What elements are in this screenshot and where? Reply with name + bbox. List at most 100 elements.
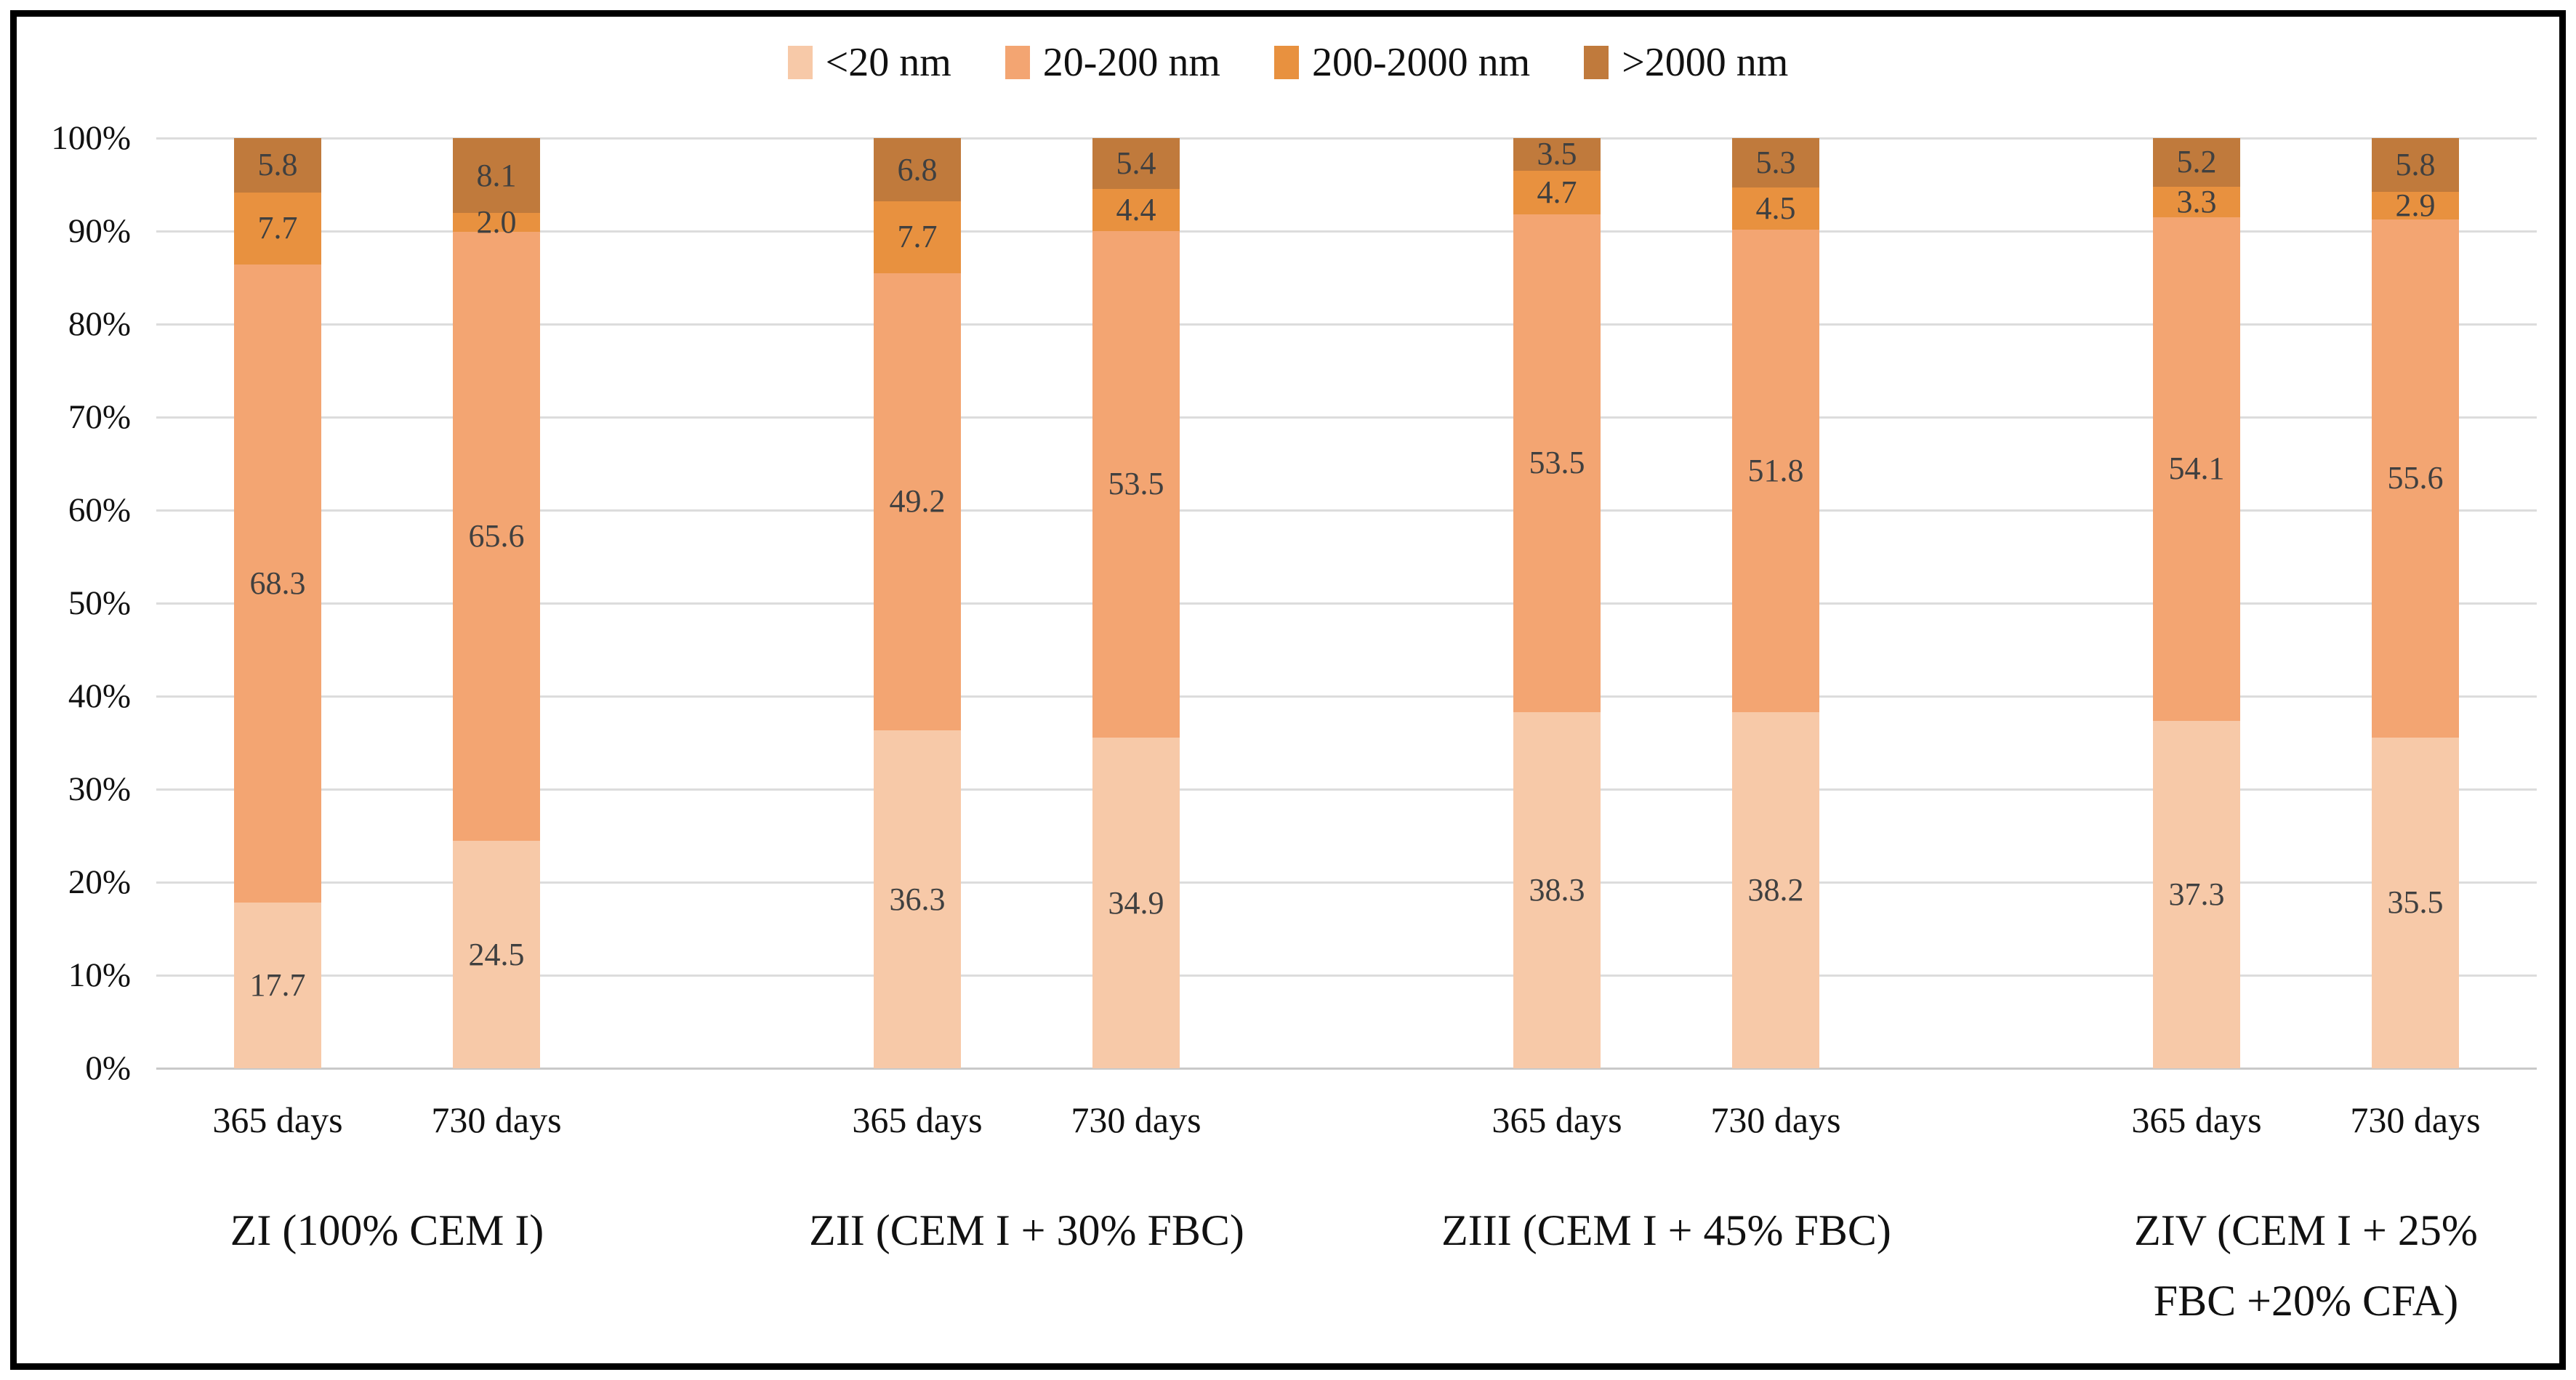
bar-segment xyxy=(1513,711,1601,1068)
bar xyxy=(874,138,961,1068)
group-label-line: ZII (CEM I + 30% FBC) xyxy=(809,1206,1244,1254)
bar-segment xyxy=(2372,192,2459,219)
bar xyxy=(234,138,321,1068)
segment-value-label: 2.0 xyxy=(476,204,517,241)
x-axis-day-label: 365 days xyxy=(1492,1099,1622,1140)
legend-swatch-icon xyxy=(1584,46,1609,79)
segment-value-label: 37.3 xyxy=(2168,876,2225,913)
gridline xyxy=(156,695,2537,698)
segment-value-label: 2.9 xyxy=(2395,187,2436,223)
group-label-line: ZIII (CEM I + 45% FBC) xyxy=(1441,1206,1891,1254)
segment-value-label: 51.8 xyxy=(1747,452,1804,488)
segment-value-label: 53.5 xyxy=(1529,445,1585,481)
bar xyxy=(1732,138,1819,1068)
bar-segment xyxy=(2372,138,2459,193)
segment-value-label: 3.3 xyxy=(2176,183,2217,219)
bar xyxy=(2372,138,2459,1068)
x-axis-day-label: 730 days xyxy=(431,1099,562,1140)
segment-value-label: 4.7 xyxy=(1537,174,1577,210)
bar-segment xyxy=(874,201,961,273)
group-label-line: FBC +20% CFA) xyxy=(2153,1277,2459,1325)
bar xyxy=(1513,138,1601,1068)
gridline xyxy=(156,323,2537,326)
segment-value-label: 68.3 xyxy=(249,565,306,601)
y-tick-label: 0% xyxy=(85,1049,131,1087)
segment-value-label: 5.4 xyxy=(1116,145,1156,182)
bar-segment xyxy=(2372,737,2459,1068)
x-axis-day-label: 365 days xyxy=(212,1099,343,1140)
gridline xyxy=(156,509,2537,512)
gridline xyxy=(156,416,2537,419)
bar-segment xyxy=(453,138,540,214)
segment-value-label: 7.7 xyxy=(257,210,298,246)
bar-segment xyxy=(1732,229,1819,713)
bar-segment xyxy=(2153,217,2240,722)
segment-value-label: 36.3 xyxy=(889,881,946,917)
x-axis-day-label: 365 days xyxy=(2131,1099,2262,1140)
bar-segment xyxy=(453,232,540,842)
gridline xyxy=(156,602,2537,605)
segment-value-label: 55.6 xyxy=(2387,460,2444,496)
bar-segment xyxy=(1732,712,1819,1068)
segment-value-label: 8.1 xyxy=(476,157,517,193)
x-axis-group-label: ZIII (CEM I + 45% FBC) xyxy=(1383,1195,1950,1266)
gridline xyxy=(156,881,2537,884)
segment-value-label: 35.5 xyxy=(2387,884,2444,921)
segment-value-label: 5.2 xyxy=(2176,144,2217,180)
legend-swatch-icon xyxy=(1274,46,1299,79)
x-axis-group-label: ZIV (CEM I + 25% FBC +20% CFA) xyxy=(2023,1195,2576,1336)
bar-segment xyxy=(234,903,321,1068)
segment-value-label: 38.3 xyxy=(1529,871,1585,908)
segment-value-label: 38.2 xyxy=(1747,872,1804,908)
x-axis-day-label: 730 days xyxy=(2350,1099,2481,1140)
y-tick-label: 100% xyxy=(51,119,131,157)
bar-segment xyxy=(1092,738,1180,1068)
x-axis-day-label: 730 days xyxy=(1071,1099,1202,1140)
legend-label: 200-2000 nm xyxy=(1312,40,1531,85)
group-label-line: ZI (100% CEM I) xyxy=(230,1206,544,1254)
legend-item: 200-2000 nm xyxy=(1274,39,1530,86)
bar-segment xyxy=(1513,138,1601,171)
bar xyxy=(1092,138,1180,1068)
y-tick-label: 80% xyxy=(68,305,131,343)
gridline xyxy=(156,137,2537,140)
group-label-line: ZIV (CEM I + 25% xyxy=(2134,1206,2478,1254)
gridline xyxy=(156,230,2537,233)
legend: <20 nm 20-200 nm 200-2000 nm >2000 nm xyxy=(17,36,2559,89)
segment-value-label: 3.5 xyxy=(1537,136,1577,172)
bar-segment xyxy=(1092,189,1180,231)
bar-segment xyxy=(453,213,540,233)
bar-segment xyxy=(1092,138,1180,190)
chart-inner: <20 nm 20-200 nm 200-2000 nm >2000 nm 100% 9… xyxy=(17,17,2559,1363)
segment-value-label: 5.3 xyxy=(1755,144,1796,180)
gridline xyxy=(156,975,2537,977)
legend-label: 20-200 nm xyxy=(1042,40,1220,85)
y-tick-label: 60% xyxy=(68,491,131,529)
gridline xyxy=(156,788,2537,791)
chart-frame: <20 nm 20-200 nm 200-2000 nm >2000 nm 100% 9… xyxy=(10,10,2566,1370)
x-axis-group-label: ZI (100% CEM I) xyxy=(104,1195,671,1266)
bar-segment xyxy=(1513,214,1601,712)
segment-value-label: 5.8 xyxy=(257,147,298,183)
legend-label: >2000 nm xyxy=(1622,40,1789,85)
segment-value-label: 54.1 xyxy=(2168,451,2225,487)
segment-value-label: 4.4 xyxy=(1116,192,1156,228)
bar-segment xyxy=(874,138,961,202)
segment-value-label: 6.8 xyxy=(897,151,938,187)
bar-segment xyxy=(2153,721,2240,1068)
bar-segment xyxy=(2372,219,2459,738)
legend-swatch-icon xyxy=(787,46,813,79)
segment-value-label: 4.5 xyxy=(1755,190,1796,226)
x-axis-day-label: 730 days xyxy=(1710,1099,1841,1140)
gridline xyxy=(156,1068,2537,1070)
y-tick-label: 10% xyxy=(68,956,131,994)
bar-segment xyxy=(874,730,961,1068)
segment-value-label: 65.6 xyxy=(468,518,525,554)
bar-segment xyxy=(234,192,321,265)
segment-value-label: 24.5 xyxy=(468,936,525,972)
segment-value-label: 5.8 xyxy=(2395,147,2436,183)
bar-segment xyxy=(1732,187,1819,230)
bar-segment xyxy=(1513,170,1601,214)
bar-segment xyxy=(1092,230,1180,738)
